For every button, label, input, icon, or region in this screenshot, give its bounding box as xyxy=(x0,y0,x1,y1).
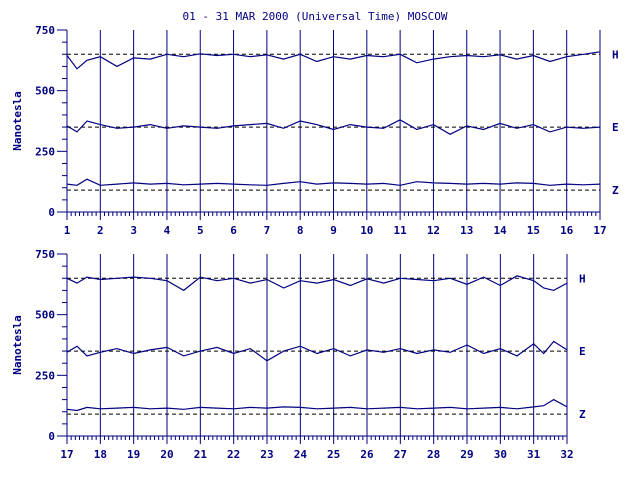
series-label-z: Z xyxy=(579,408,586,421)
x-tick-label: 17 xyxy=(60,448,73,461)
chart-title: 01 - 31 MAR 2000 (Universal Time) MOSCOW xyxy=(183,10,448,23)
x-tick-label: 24 xyxy=(294,448,308,461)
y-axis-label: Nanotesla xyxy=(11,91,24,151)
series-line-e xyxy=(66,340,568,362)
x-tick-label: 26 xyxy=(360,448,374,461)
x-tick-label: 25 xyxy=(327,448,340,461)
series-label-h: H xyxy=(579,272,586,285)
bottom-panel: 0 250 500 750 17 18 19 20 21 22 23 24 25 26 27 28 29 30 31… xyxy=(11,248,586,461)
x-tick-label: 15 xyxy=(527,224,540,237)
x-tick-label: 13 xyxy=(460,224,473,237)
x-tick-label: 14 xyxy=(493,224,507,237)
series-line-h xyxy=(66,275,568,292)
x-tick-label: 12 xyxy=(427,224,440,237)
x-tick-label: 17 xyxy=(593,224,606,237)
x-tick-label: 16 xyxy=(560,224,574,237)
series-line-z xyxy=(66,398,568,412)
x-tick-label: 21 xyxy=(194,448,208,461)
x-tick-label: 28 xyxy=(427,448,440,461)
x-tick-label: 5 xyxy=(197,224,204,237)
x-tick-label: 27 xyxy=(394,448,407,461)
x-tick-label: 1 xyxy=(64,224,71,237)
y-tick-label: 750 xyxy=(35,24,55,37)
y-tick-label: 250 xyxy=(35,369,55,382)
y-axis-label: Nanotesla xyxy=(11,315,24,375)
x-tick-label: 19 xyxy=(127,448,140,461)
x-tick-label: 18 xyxy=(94,448,107,461)
y-tick-label: 500 xyxy=(35,85,55,98)
x-tick-label: 32 xyxy=(560,448,573,461)
y-tick-label: 750 xyxy=(35,248,55,261)
y-tick-label: 0 xyxy=(48,430,55,443)
y-tick-label: 0 xyxy=(48,206,55,219)
series-line-h xyxy=(66,51,601,70)
x-tick-label: 10 xyxy=(360,224,373,237)
x-tick-label: 4 xyxy=(164,224,171,237)
x-tick-label: 2 xyxy=(97,224,104,237)
series-label-h: H xyxy=(612,48,619,61)
series-label-z: Z xyxy=(612,184,619,197)
series-label-e: E xyxy=(612,121,619,134)
x-tick-label: 3 xyxy=(130,224,137,237)
x-tick-label: 30 xyxy=(494,448,507,461)
x-tick-label: 22 xyxy=(227,448,240,461)
x-tick-label: 29 xyxy=(460,448,473,461)
x-tick-label: 8 xyxy=(297,224,304,237)
x-tick-label: 6 xyxy=(230,224,237,237)
x-tick-label: 9 xyxy=(330,224,337,237)
x-tick-label: 20 xyxy=(160,448,173,461)
x-tick-label: 11 xyxy=(394,224,408,237)
y-tick-label: 500 xyxy=(35,309,55,322)
x-tick-label: 7 xyxy=(264,224,271,237)
x-tick-label: 31 xyxy=(527,448,541,461)
series-line-z xyxy=(66,178,601,186)
x-tick-label: 23 xyxy=(260,448,273,461)
y-tick-label: 250 xyxy=(35,145,55,158)
series-line-e xyxy=(66,119,601,135)
series-label-e: E xyxy=(579,345,586,358)
